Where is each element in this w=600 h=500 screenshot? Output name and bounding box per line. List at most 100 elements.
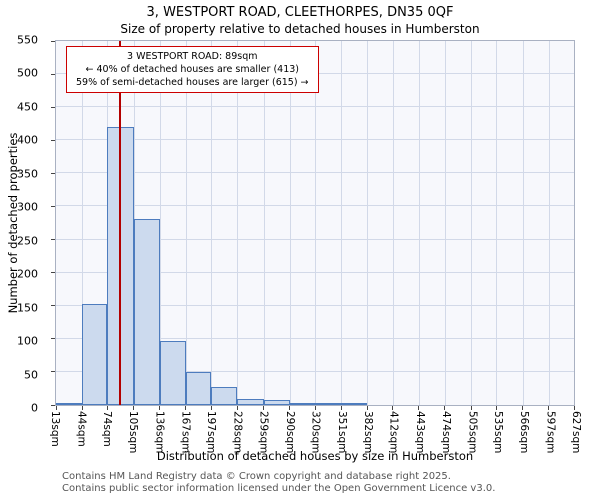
y-tick-label: 450 [17,100,38,114]
annotation-box: 3 WESTPORT ROAD: 89sqm ← 40% of detached… [66,46,319,93]
x-axis-label: Distribution of detached houses by size … [156,449,474,463]
histogram-bar [263,400,290,405]
annotation-line-property: 3 WESTPORT ROAD: 89sqm [127,51,258,62]
vertical-gridline [315,41,316,405]
y-tick-mark [51,305,55,307]
x-tick-label: 535sqm [491,411,504,454]
annotation-line-smaller: ← 40% of detached houses are smaller (41… [85,64,299,75]
y-tick-mark [51,338,55,340]
x-tick-label: 136sqm [153,411,166,454]
vertical-gridline [392,41,394,405]
y-tick-label: 400 [17,133,38,147]
y-tick-label: 150 [17,301,38,315]
y-tick-label: 250 [17,234,38,248]
x-tick-label: 505sqm [466,411,479,454]
histogram-bar [315,403,342,405]
x-tick-mark [133,406,135,410]
y-tick-label: 50 [24,368,38,382]
y-tick-label: 200 [17,267,38,281]
x-tick-label: 290sqm [284,411,297,454]
y-tick-mark [51,205,55,207]
x-tick-label: 382sqm [362,411,375,454]
y-tick-label: 0 [31,401,38,415]
x-tick-mark [289,406,291,410]
histogram-bar [341,403,368,405]
x-tick-label: 74sqm [100,411,113,447]
vertical-gridline [548,41,550,405]
attribution-footer: Contains HM Land Registry data © Crown c… [62,471,495,494]
x-tick-mark [495,406,497,410]
histogram-bar [56,403,83,405]
vertical-gridline [471,41,473,405]
x-tick-mark [159,406,161,410]
y-tick-mark [51,272,55,274]
x-tick-label: 259sqm [257,411,270,454]
x-tick-mark [470,406,472,410]
footer-line-1: Contains HM Land Registry data © Crown c… [62,471,451,482]
histogram-bar [237,399,264,405]
y-tick-mark [51,239,55,241]
x-tick-mark [418,406,420,410]
histogram-bar [211,387,238,405]
vertical-gridline [82,41,84,405]
vertical-gridline [341,41,343,405]
vertical-gridline [237,41,239,405]
histogram-bar [159,340,186,405]
y-tick-mark [51,172,55,174]
vertical-gridline [211,41,213,405]
x-axis-tick-labels: 13sqm 44sqm 74sqm 105sqm 136sqm 167sqm 197sqm 2… [49,411,582,457]
chart-title: 3, WESTPORT ROAD, CLEETHORPES, DN35 0QF [146,5,454,20]
footer-line-2: Contains public sector information licen… [62,482,496,494]
histogram-bar [82,304,108,405]
x-tick-mark [106,406,108,410]
x-tick-mark [81,406,83,410]
y-tick-mark [51,139,55,141]
y-tick-label: 500 [17,66,38,80]
x-tick-mark [55,406,57,410]
x-tick-mark [236,406,238,410]
y-tick-label: 300 [17,200,38,214]
annotation-line-larger: 59% of semi-detached houses are larger (… [76,77,309,88]
plot-area: 3 WESTPORT ROAD: 89sqm ← 40% of detached… [51,40,575,410]
x-tick-label: 474sqm [440,411,453,454]
y-tick-label: 350 [17,167,38,181]
x-tick-mark [392,406,394,410]
x-tick-label: 566sqm [518,411,531,454]
x-tick-label: 228sqm [231,411,244,454]
x-tick-mark [340,406,342,410]
x-tick-label: 443sqm [413,411,426,454]
x-tick-label: 197sqm [205,411,218,454]
y-tick-mark [51,371,55,373]
y-tick-mark [51,106,55,108]
x-tick-label: 597sqm [544,411,557,454]
x-tick-label: 320sqm [309,411,322,454]
vertical-gridline [289,41,291,405]
vertical-gridline [418,41,420,405]
histogram-bar [185,371,212,405]
histogram-bar [133,219,160,405]
x-tick-label: 351sqm [335,411,348,454]
vertical-gridline [185,41,187,405]
vertical-gridline [159,41,161,405]
x-tick-mark [573,406,575,410]
vertical-gridline [444,41,446,405]
x-tick-mark [263,406,265,410]
x-tick-mark [522,406,524,410]
y-tick-mark [51,404,55,406]
x-tick-label: 167sqm [179,411,192,454]
y-tick-label: 100 [17,334,38,348]
x-tick-label: 13sqm [49,411,61,447]
y-tick-mark [51,73,55,75]
chart-subtitle: Size of property relative to detached ho… [120,22,480,36]
x-tick-mark [314,406,316,410]
x-tick-mark [548,406,550,410]
x-tick-mark [444,406,446,410]
y-tick-label: 550 [17,33,38,47]
x-tick-mark [185,406,187,410]
x-tick-mark [366,406,368,410]
vertical-gridline [522,41,524,405]
vertical-gridline [367,41,369,405]
x-tick-label: 44sqm [75,411,88,447]
y-tick-mark [51,40,55,42]
